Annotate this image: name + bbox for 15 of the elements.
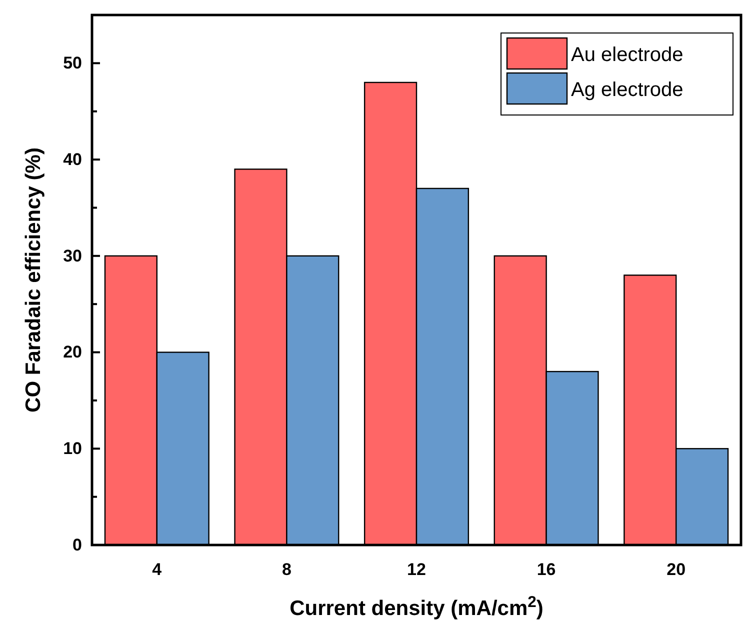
x-tick-label: 4 — [152, 560, 162, 580]
y-tick-label: 30 — [63, 246, 82, 266]
y-tick-label: 50 — [63, 54, 82, 73]
x-tick-label: 12 — [407, 560, 426, 580]
x-tick-label: 16 — [536, 560, 556, 580]
x-tick-label: 20 — [666, 560, 686, 580]
y-axis-title: CO Faradaic efficiency (%) — [22, 148, 45, 412]
x-axis-title: Current density (mA/cm$^{2}$) — [290, 594, 544, 620]
legend-label: Au electrode — [571, 44, 684, 66]
y-tick-label: 40 — [63, 150, 82, 169]
y-tick-label: 20 — [63, 342, 82, 362]
y-tick-label: 0 — [72, 535, 82, 554]
y-tick-label: 10 — [63, 439, 82, 458]
legend-label: Ag electrode — [571, 79, 684, 101]
x-tick-label: 8 — [282, 560, 292, 580]
